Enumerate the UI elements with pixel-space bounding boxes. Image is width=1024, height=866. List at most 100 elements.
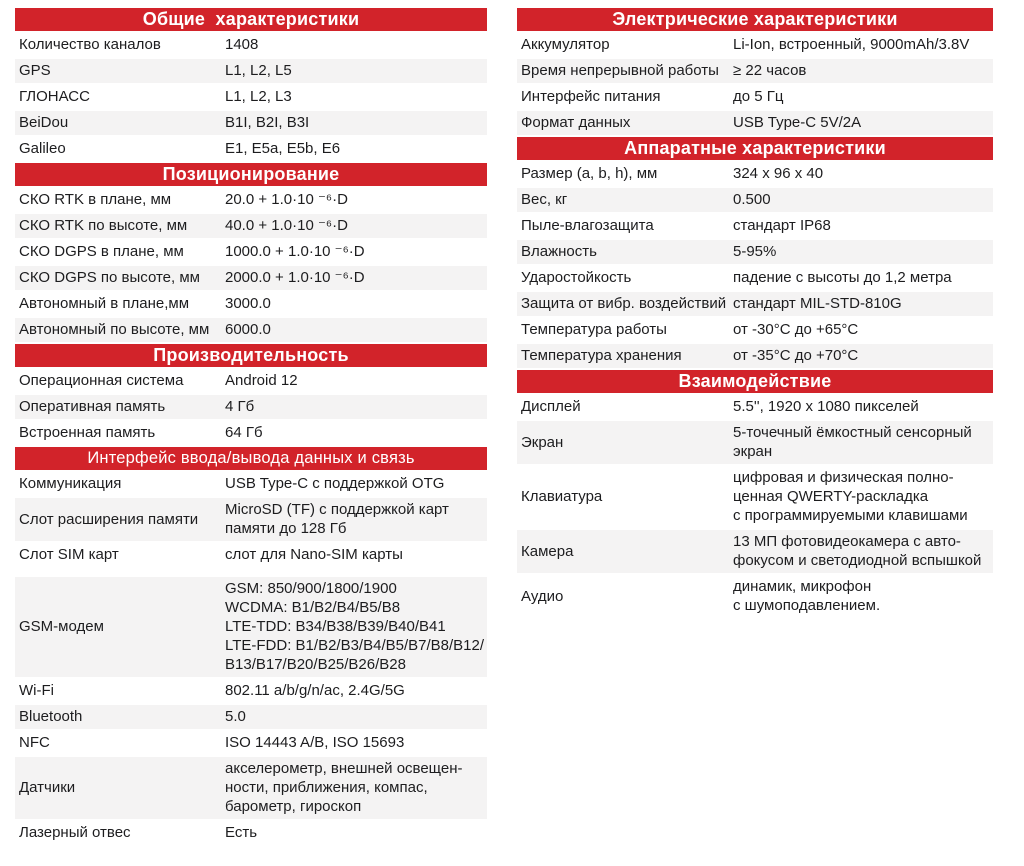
table-row: Аудио динамик, микрофон с шумоподавлением… (517, 575, 993, 618)
section-header: Производительность (15, 344, 487, 367)
spec-label: NFC (19, 734, 50, 751)
spec-value: 3000.0 (225, 295, 271, 312)
spec-label: Слот SIM карт (19, 546, 119, 563)
spec-value: ISO 14443 A/B, ISO 15693 (225, 734, 405, 751)
spec-value: E1, E5a, E5b, E6 (225, 140, 341, 157)
spec-value: 5.0 (225, 708, 246, 725)
spec-section: Электрические характеристики Аккумулятор L… (517, 8, 993, 135)
spec-section: Интерфейс ввода/вывода данных и связь Ком… (15, 447, 487, 845)
table-row: Температура хранения от -35°C до +70°C (517, 344, 993, 368)
spec-value: MicroSD (TF) с поддержкой карт памяти до… (225, 501, 449, 537)
section-header: Позиционирование (15, 163, 487, 186)
table-row: Лазерный отвес Есть (15, 821, 487, 845)
spec-label: Интерфейс питания (521, 88, 661, 105)
spec-value: 5.5'', 1920 x 1080 пикселей (733, 398, 919, 415)
spec-label: Аккумулятор (521, 36, 610, 53)
spec-section: Общие характеристики Количество каналов 14… (15, 8, 487, 161)
spec-value: 324 x 96 x 40 (733, 165, 824, 182)
table-row: Размер (a, b, h), мм 324 x 96 x 40 (517, 162, 993, 186)
spec-label: GSM-модем (19, 618, 104, 635)
spec-value: слот для Nano-SIM карты (225, 546, 403, 563)
section-header: Общие характеристики (15, 8, 487, 31)
table-row: ГЛОНАСС L1, L2, L3 (15, 85, 487, 109)
spec-value: от -35°C до +70°C (733, 347, 859, 364)
spec-section: Производительность Операционная система An… (15, 344, 487, 445)
spec-value: 1000.0 + 1.0·10 ⁻⁶·D (225, 243, 365, 260)
spec-label: Влажность (521, 243, 597, 260)
table-row: Пыле-влагозащита стандарт IP68 (517, 214, 993, 238)
spec-value: B1I, B2I, B3I (225, 114, 310, 131)
table-row: Автономный в плане,мм 3000.0 (15, 292, 487, 316)
spec-value: 5-точечный ёмкостный сенсорный экран (733, 424, 972, 460)
table-row: BeiDou B1I, B2I, B3I (15, 111, 487, 135)
spec-value: USB Type-C 5V/2A (733, 114, 862, 131)
spec-label: GPS (19, 62, 51, 79)
spec-label: Galileo (19, 140, 66, 157)
spec-value: L1, L2, L3 (225, 88, 292, 105)
table-row: Интерфейс питания до 5 Гц (517, 85, 993, 109)
spec-label: Вес, кг (521, 191, 568, 208)
spec-value: 1408 (225, 36, 259, 53)
table-row: Температура работы от -30°C до +65°C (517, 318, 993, 342)
table-row: СКО DGPS по высоте, мм 2000.0 + 1.0·10 ⁻⁶… (15, 266, 487, 290)
spec-label: Аудио (521, 587, 564, 605)
spec-value: стандарт IP68 (733, 217, 831, 234)
table-row: Датчики акселерометр, внешней освещен- но… (15, 757, 487, 819)
spec-label: ГЛОНАСС (19, 88, 90, 105)
spec-label: Операционная система (19, 372, 184, 389)
spec-value: Android 12 (225, 372, 298, 389)
spec-value: 802.11 a/b/g/n/ac, 2.4G/5G (225, 682, 405, 699)
spec-section: Взаимодействие Дисплей 5.5'', 1920 x 1080 … (517, 370, 993, 618)
spec-label: Лазерный отвес (19, 824, 131, 841)
spec-value: от -30°C до +65°C (733, 321, 859, 338)
table-row: Дисплей 5.5'', 1920 x 1080 пикселей (517, 395, 993, 419)
spec-label: Время непрерывной работы (521, 62, 719, 79)
section-header: Электрические характеристики (517, 8, 993, 31)
spec-section: Позиционирование СКО RTK в плане, мм 20.0 … (15, 163, 487, 342)
spec-label: СКО DGPS по высоте, мм (19, 269, 200, 286)
table-row: Камера 13 МП фотовидеокамера с авто- фоку… (517, 530, 993, 573)
table-row: Слот SIM карт слот для Nano-SIM карты (15, 543, 487, 567)
table-row: NFC ISO 14443 A/B, ISO 15693 (15, 731, 487, 755)
spec-label: Камера (521, 542, 574, 560)
spec-value: акселерометр, внешней освещен- ности, пр… (225, 760, 463, 815)
table-row: Коммуникация USB Type-C с поддержкой OTG (15, 472, 487, 496)
spec-label: Датчики (19, 779, 76, 796)
spec-value: GSM: 850/900/1800/1900 WCDMA: B1/B2/B4/B… (225, 580, 485, 673)
table-row: Вес, кг 0.500 (517, 188, 993, 212)
spec-value: USB Type-C с поддержкой OTG (225, 475, 445, 492)
spec-value: 64 Гб (225, 424, 263, 441)
spec-label: Формат данных (521, 114, 631, 131)
spec-value: 2000.0 + 1.0·10 ⁻⁶·D (225, 269, 365, 286)
section-header: Аппаратные характеристики (517, 137, 993, 160)
table-row: GSM-модем GSM: 850/900/1800/1900 WCDMA: B… (15, 577, 487, 677)
spec-value: Li-Ion, встроенный, 9000mAh/3.8V (733, 36, 970, 53)
table-row: Оперативная память 4 Гб (15, 395, 487, 419)
table-row: Экран 5-точечный ёмкостный сенсорный экра… (517, 421, 993, 464)
table-row: Время непрерывной работы ≥ 22 часов (517, 59, 993, 83)
table-row: Bluetooth 5.0 (15, 705, 487, 729)
spec-value: динамик, микрофон с шумоподавлением. (733, 578, 881, 614)
spec-label: Wi-Fi (19, 682, 54, 699)
spec-value: падение с высоты до 1,2 метра (733, 269, 952, 286)
table-row: Аккумулятор Li-Ion, встроенный, 9000mAh/3… (517, 33, 993, 57)
table-row: СКО DGPS в плане, мм 1000.0 + 1.0·10 ⁻⁶·D (15, 240, 487, 264)
spec-value: Есть (225, 824, 258, 841)
table-row: Автономный по высоте, мм 6000.0 (15, 318, 487, 342)
spec-label: Экран (521, 433, 564, 451)
spec-value: L1, L2, L5 (225, 62, 292, 79)
table-row: Защита от вибр. воздействий стандарт MIL-… (517, 292, 993, 316)
spec-value: 5-95% (733, 243, 777, 260)
table-row: Количество каналов 1408 (15, 33, 487, 57)
table-row: Galileo E1, E5a, E5b, E6 (15, 137, 487, 161)
table-row: Формат данных USB Type-C 5V/2A (517, 111, 993, 135)
spec-table-left: Общие характеристики Количество каналов 14… (15, 8, 487, 847)
spec-label: Клавиатура (521, 488, 603, 505)
spec-label: СКО RTK в плане, мм (19, 191, 172, 208)
spec-value: 20.0 + 1.0·10 ⁻⁶·D (225, 191, 348, 208)
spec-label: Количество каналов (19, 36, 161, 53)
spec-label: Встроенная память (19, 424, 156, 441)
table-row: Влажность 5-95% (517, 240, 993, 264)
section-header: Взаимодействие (517, 370, 993, 393)
spec-label: Температура хранения (521, 347, 682, 364)
